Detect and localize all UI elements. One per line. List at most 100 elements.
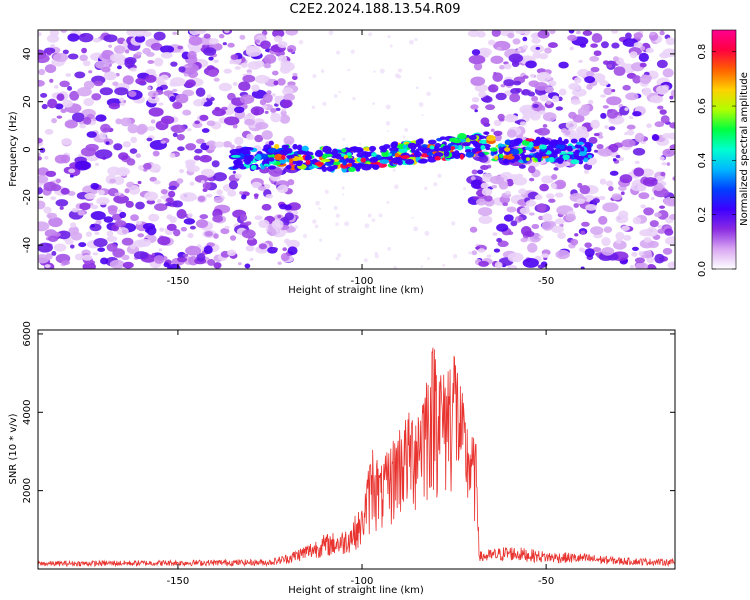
noise-blob [542,112,557,122]
noise-blob [622,84,631,91]
noise-blob [156,198,162,203]
signal-blob [570,159,580,165]
noise-blob [124,49,130,54]
spectrogram-panel: -150 -100 -50 -40 -20 0 20 40 Height of straig… [8,29,676,296]
noise-blob [470,104,479,110]
noise-blob [95,162,99,167]
noise-speck [347,68,350,72]
noise-blob [588,99,594,105]
noise-blob [271,70,279,76]
noise-blob [586,83,593,90]
noise-blob [232,124,238,129]
noise-blob [539,183,549,192]
signal-blob [443,150,450,157]
noise-blob [257,185,266,191]
noise-blob [489,175,505,185]
noise-blob [232,81,238,86]
noise-blob [659,156,665,161]
noise-blob [203,245,213,255]
noise-blob [146,126,156,132]
noise-blob [168,185,177,191]
spectrogram-noise-layer [38,30,675,269]
signal-blob [335,153,342,160]
noise-blob [223,68,232,74]
noise-blob [493,40,511,51]
signal-blob [415,148,420,154]
noise-blob [203,47,217,56]
noise-speck [385,121,391,126]
noise-blob [503,79,515,87]
noise-blob [631,246,639,251]
spectrogram-y-ticks: -40 -20 0 20 40 [22,48,675,253]
noise-blob [83,97,95,107]
signal-blob [244,159,251,165]
y-tick-label: 20 [22,95,33,108]
noise-blob [122,141,131,148]
noise-blob [227,189,237,197]
noise-blob [506,129,517,138]
noise-blob [160,189,168,195]
noise-blob [661,162,667,166]
signal-blob [255,153,262,160]
signal-blob [556,140,565,145]
noise-blob [218,33,225,39]
noise-speck [404,127,409,132]
noise-speck [319,238,323,242]
signal-blob [474,145,483,152]
noise-blob [205,141,212,146]
noise-blob [207,69,219,77]
noise-blob [62,99,74,108]
noise-blob [193,155,201,161]
noise-blob [279,114,291,124]
noise-blob [264,110,269,114]
noise-blob [662,68,674,78]
noise-blob [613,66,626,77]
noise-blob [250,106,265,116]
noise-speck [392,168,396,172]
noise-speck [427,257,430,260]
noise-blob [69,174,74,178]
noise-blob [292,75,298,81]
noise-blob [538,206,545,212]
signal-blob [587,154,593,159]
noise-blob [211,160,220,168]
noise-blob [160,140,167,144]
noise-blob [506,206,517,213]
noise-blob [518,188,527,195]
noise-blob [213,59,219,64]
signal-blob [505,155,515,160]
noise-blob [580,230,586,235]
noise-blob [510,88,521,95]
noise-blob [183,218,196,225]
noise-blob [206,65,215,71]
noise-blob [525,60,537,69]
noise-blob [234,66,241,70]
noise-blob [95,114,107,122]
noise-blob [137,233,145,238]
signal-blob [521,139,530,146]
noise-blob [665,37,675,46]
noise-blob [79,54,88,62]
noise-blob [106,230,114,237]
noise-blob [646,123,652,129]
noise-blob [482,96,493,103]
noise-blob [625,92,639,101]
noise-blob [519,121,527,126]
noise-blob [529,110,541,121]
spectrogram-x-axis-label: Height of straight line (km) [288,285,424,296]
noise-blob [271,247,278,251]
noise-blob [284,238,291,245]
noise-blob [664,228,674,236]
noise-blob [499,65,506,70]
noise-blob [152,92,157,96]
noise-blob [251,84,260,92]
noise-blob [602,202,619,213]
noise-blob [133,251,148,260]
noise-blob [480,117,490,126]
noise-blob [93,80,104,87]
noise-blob [50,184,62,192]
noise-blob [593,132,600,137]
noise-speck [373,70,376,73]
noise-blob [38,79,45,87]
noise-speck [342,193,345,196]
